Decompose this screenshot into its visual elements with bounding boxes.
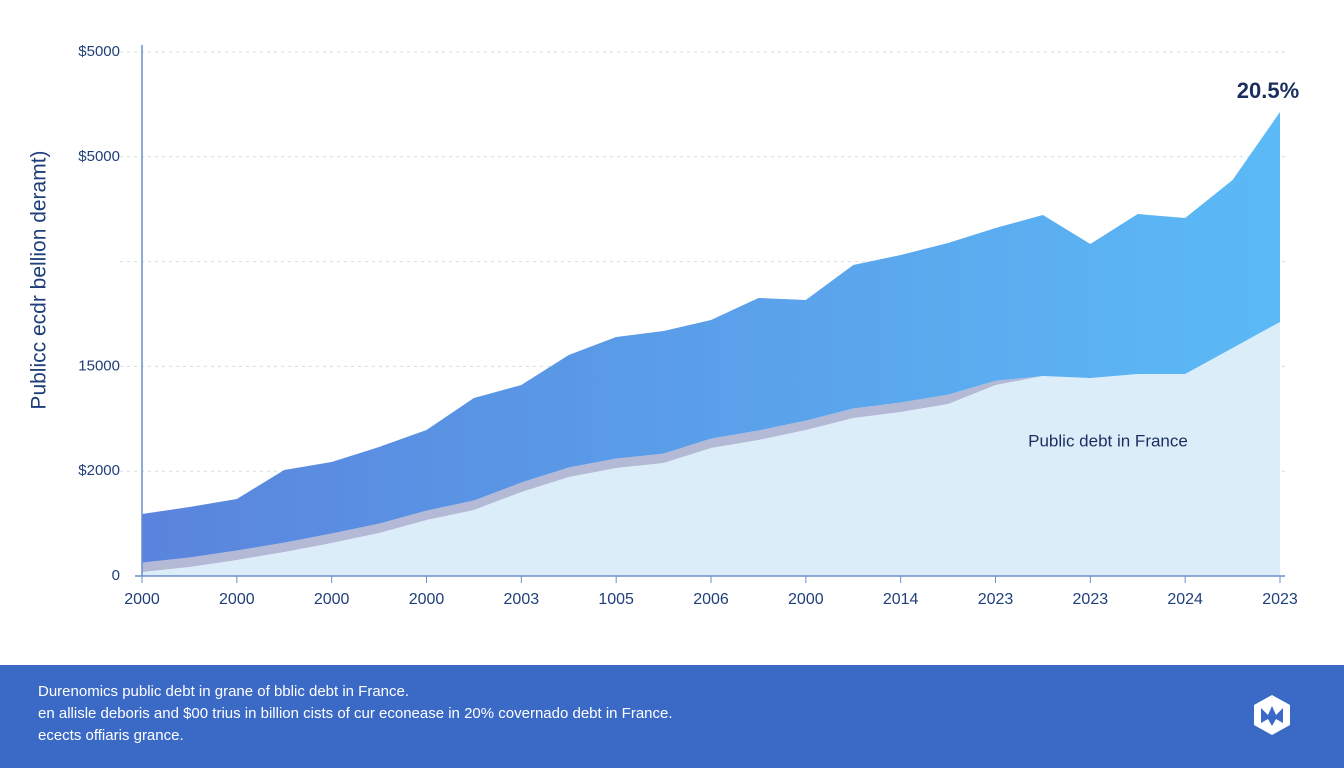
annotation: 20.5% bbox=[1237, 78, 1299, 103]
area bbox=[142, 321, 1280, 573]
x-tick-label: 2003 bbox=[504, 591, 540, 608]
chart: 0 $2000 15000 $5000 $5000 2000 2000 2000 2000 200… bbox=[28, 43, 1300, 608]
x-tick-label: 2000 bbox=[314, 591, 350, 608]
area-label: Public debt in France bbox=[1028, 431, 1188, 450]
y-tick-label: $5000 bbox=[78, 148, 120, 165]
x-tick-label: 2024 bbox=[1167, 591, 1203, 608]
x-tick-label: 2023 bbox=[1073, 591, 1109, 608]
y-tick-label: $5000 bbox=[78, 43, 120, 60]
x-tick-label: 2000 bbox=[124, 591, 160, 608]
footer: Durenomics public debt in grane of bblic… bbox=[0, 665, 1344, 768]
x-tick-label: 2023 bbox=[1262, 591, 1298, 608]
x-tick-label: 2000 bbox=[788, 591, 824, 608]
x-tick-label: 2014 bbox=[883, 591, 919, 608]
x-tick-label: 2000 bbox=[219, 591, 255, 608]
x-tick-label: 2023 bbox=[978, 591, 1014, 608]
area bbox=[142, 112, 1280, 563]
logo bbox=[1254, 695, 1290, 735]
footer-line: en allisle deboris and $00 trius in bill… bbox=[38, 705, 673, 722]
y-axis-label: Publicc ecdr bellion deramt) bbox=[28, 150, 51, 409]
y-tick-label: 15000 bbox=[78, 357, 120, 374]
area bbox=[142, 321, 1280, 576]
axes: 0 $2000 15000 $5000 $5000 2000 2000 2000 2000 200… bbox=[78, 43, 1298, 608]
x-tick-label: 2006 bbox=[693, 591, 729, 608]
y-tick-label: 0 bbox=[112, 567, 120, 584]
x-tick-label: 1005 bbox=[598, 591, 634, 608]
footer-line: Durenomics public debt in grane of bblic… bbox=[38, 683, 410, 700]
y-tick-label: $2000 bbox=[78, 462, 120, 479]
x-tick-label: 2000 bbox=[409, 591, 445, 608]
footer-line: ecects offiaris grance. bbox=[38, 727, 184, 744]
areas bbox=[142, 112, 1280, 576]
